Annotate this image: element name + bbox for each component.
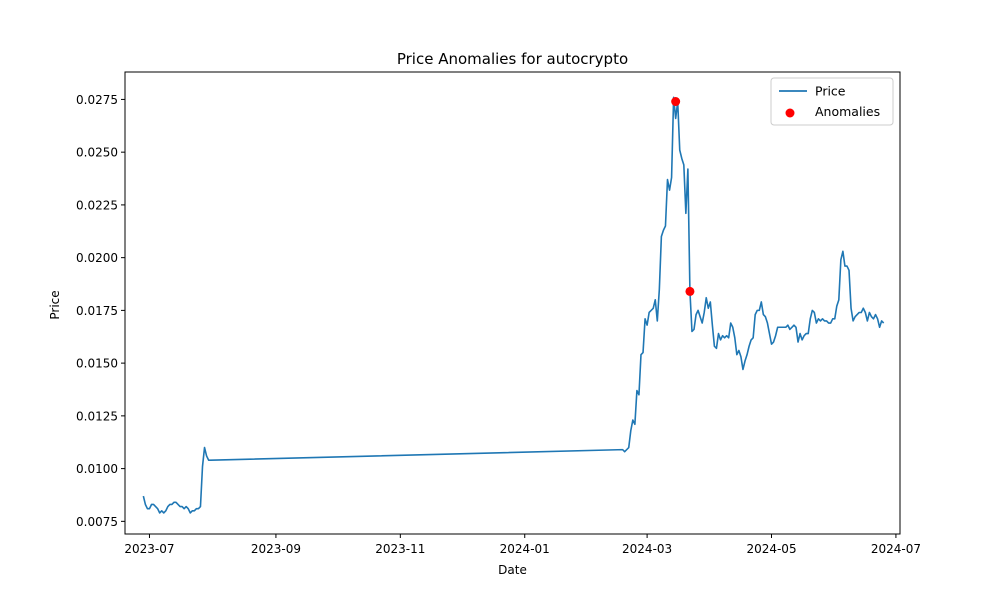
y-tick-label: 0.0225 <box>76 198 118 212</box>
y-axis-label: Price <box>48 290 62 319</box>
chart-title: Price Anomalies for autocrypto <box>397 50 628 68</box>
x-tick-label: 2024-05 <box>746 542 796 556</box>
y-tick-label: 0.0250 <box>76 146 118 160</box>
y-tick-label: 0.0100 <box>76 462 118 476</box>
x-tick-label: 2023-07 <box>124 542 174 556</box>
legend-anomalies-marker <box>785 108 795 118</box>
plot-frame <box>124 71 901 535</box>
y-tick-label: 0.0075 <box>76 515 118 529</box>
x-tick-label: 2024-01 <box>500 542 550 556</box>
x-tick-label: 2023-09 <box>251 542 301 556</box>
legend-price-label: Price <box>815 84 846 99</box>
axes: 2023-07 2023-09 2023-11 2024-01 2024-03 2024-… <box>76 71 921 556</box>
plot-content <box>142 96 885 514</box>
anomaly-point <box>685 286 695 296</box>
x-axis-label: Date <box>498 563 527 577</box>
x-tick-label: 2023-11 <box>375 542 425 556</box>
legend-frame <box>770 77 894 126</box>
y-tick-label: 0.0200 <box>76 251 118 265</box>
y-tick-label: 0.0150 <box>76 357 118 371</box>
y-tick-label: 0.0125 <box>76 409 118 423</box>
y-tick-label: 0.0275 <box>76 93 118 107</box>
anomaly-point <box>671 97 681 107</box>
x-tick-label: 2024-07 <box>871 542 921 556</box>
legend-anomalies-label: Anomalies <box>815 104 880 119</box>
y-tick-label: 0.0175 <box>76 304 118 318</box>
price-series-line <box>142 96 885 514</box>
legend: Price Anomalies <box>770 77 894 126</box>
x-tick-label: 2024-03 <box>622 542 672 556</box>
